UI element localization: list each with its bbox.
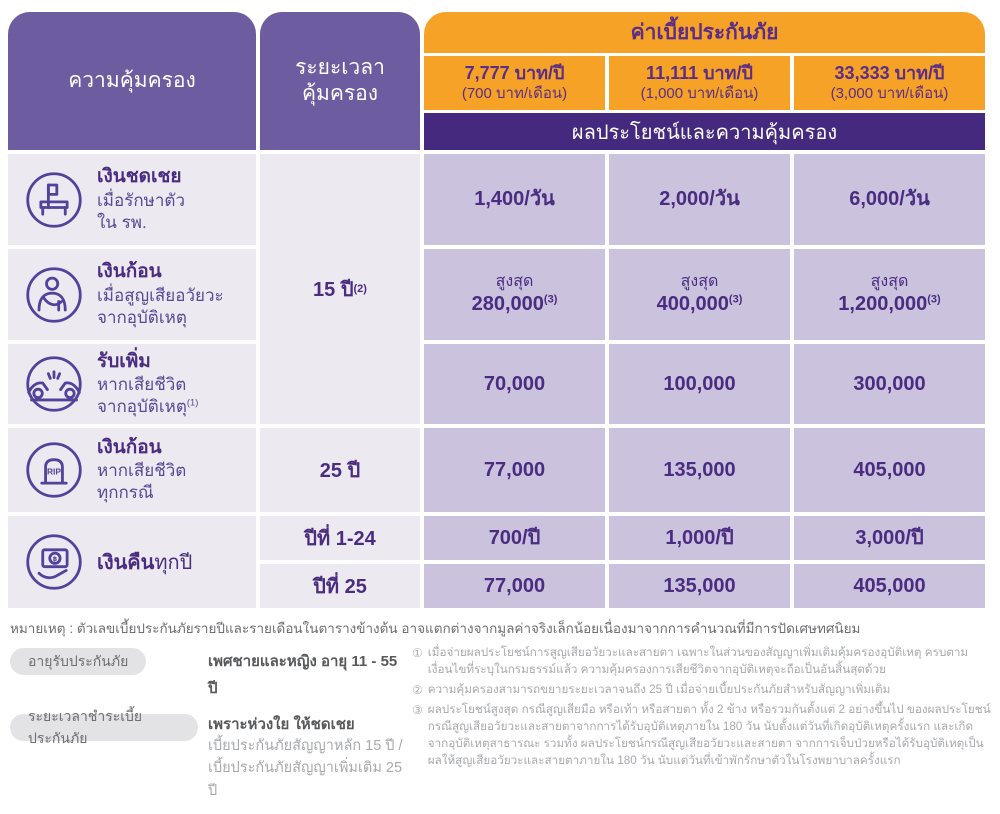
row3-line1: หากเสียชีวิต — [97, 375, 187, 395]
insurable-age-row: อายุรับประกันภัย เพศชายและหญิง อายุ 11 -… — [10, 648, 408, 702]
premium-period-badge: ระยะเวลาชำระเบี้ยประกันภัย — [10, 708, 198, 746]
footnotes: ① เมื่อจ่ายผลประโยชน์การสูญเสียอวัยวะและ… — [412, 645, 992, 773]
value-dismemberment-plan2: สูงสุด 400,000(3) — [609, 249, 790, 340]
row2-title: เงินก้อน — [97, 261, 162, 283]
footnote-3-text: ผลประโยชน์สูงสุด กรณีสูญเสียมือ หรือเท้า… — [427, 703, 991, 768]
car-accident-icon — [24, 354, 84, 414]
premium-title: ค่าเบี้ยประกันภัย — [424, 12, 985, 53]
footnote-2-text: ความคุ้มครองสามารถขยายระยะเวลาจนถึง 25 ป… — [427, 682, 891, 696]
value-dismemberment-plan3: สูงสุด 1,200,000(3) — [794, 249, 985, 340]
period-column-header: ระยะเวลา คุ้มครอง — [260, 12, 420, 150]
value-accident-plan2: 100,000 — [609, 344, 790, 424]
value-dismemberment-plan1: สูงสุด 280,000(3) — [424, 249, 605, 340]
row-cashback-label: ฿ เงินคืนทุกปี — [8, 516, 256, 608]
plan-column-2: 11,111 บาท/ปี (1,000 บาท/เดือน) — [609, 56, 790, 110]
premium-period-row: ระยะเวลาชำระเบี้ยประกันภัย เพราะห่วงใย ใ… — [10, 708, 408, 802]
insurable-age-badge: อายุรับประกันภัย — [10, 648, 147, 675]
footnote-3: ③ ผลประโยชน์สูงสุด กรณีสูญเสียมือ หรือเท… — [412, 702, 992, 770]
value-cashback-1-24-plan3: 3,000/ปี — [794, 516, 985, 560]
row-accident-death-label: รับเพิ่ม หากเสียชีวิต จากอุบัติเหตุ(1) — [8, 344, 256, 424]
row1-line2: ใน รพ. — [97, 212, 147, 232]
coverage-column-header: ความคุ้มครอง — [8, 12, 256, 150]
footnote-3-marker: ③ — [412, 703, 423, 718]
plan-column-1: 7,777 บาท/ปี (700 บาท/เดือน) — [424, 56, 605, 110]
injured-person-icon — [24, 265, 84, 325]
value-hospital-plan2: 2,000/วัน — [609, 154, 790, 245]
value-death-plan2: 135,000 — [609, 428, 790, 512]
value-cashback-1-24-plan2: 1,000/ปี — [609, 516, 790, 560]
footnote-ref-3: (3) — [728, 293, 743, 306]
row4-line2: ทุกกรณี — [97, 483, 154, 503]
premium-period-headline: เพราะห่วงใย ให้ชดเชย — [208, 716, 355, 733]
footnote-2-marker: ② — [412, 682, 423, 697]
plan2-monthly: (1,000 บาท/เดือน) — [640, 84, 759, 102]
value-accident-plan1: 70,000 — [424, 344, 605, 424]
footnote-1-marker: ① — [412, 646, 423, 660]
row1-title: เงินชดเชย — [97, 166, 182, 188]
row4-line1: หากเสียชีวิต — [97, 461, 187, 481]
row4-title: เงินก้อน — [97, 436, 162, 458]
plan2-yearly: 11,111 บาท/ปี — [646, 63, 753, 84]
premium-plans: 7,777 บาท/ปี (700 บาท/เดือน) 11,111 บาท/… — [424, 56, 985, 110]
row2-line2: จากอุบัติเหตุ — [97, 307, 187, 327]
period-footnote-ref: (2) — [353, 283, 367, 295]
plan3-monthly: (3,000 บาท/เดือน) — [830, 84, 949, 102]
footnote-1: ① เมื่อจ่ายผลประโยชน์การสูญเสียอวัยวะและ… — [412, 645, 992, 679]
hospital-bed-icon — [24, 170, 84, 230]
value-cashback-25-plan2: 135,000 — [609, 564, 790, 608]
value-cashback-1-24-plan1: 700/ปี — [424, 516, 605, 560]
value-accident-plan3: 300,000 — [794, 344, 985, 424]
baht-symbol: ฿ — [53, 555, 58, 563]
rip-tombstone-icon: RIP — [24, 440, 84, 500]
insurable-age-value: เพศชายและหญิง อายุ 11 - 55 ปี — [208, 653, 398, 697]
premium-period-line2: เบี้ยประกันภัยสัญญาเพิ่มเติม 25 ปี — [208, 760, 403, 799]
policy-info: อายุรับประกันภัย เพศชายและหญิง อายุ 11 -… — [10, 648, 408, 814]
benefits-band: ผลประโยชน์และความคุ้มครอง — [424, 113, 985, 150]
row-dismemberment-label: เงินก้อน เมื่อสูญเสียอวัยวะ จากอุบัติเหต… — [8, 249, 256, 340]
row5-title-suffix: ทุกปี — [154, 552, 193, 574]
cashback-icon: ฿ — [24, 532, 84, 592]
row2-line1: เมื่อสูญเสียอวัยวะ — [97, 285, 224, 305]
rounding-note: หมายเหตุ : ตัวเลขเบี้ยประกันภัยรายปีและร… — [10, 621, 861, 636]
plan1-yearly: 7,777 บาท/ปี — [464, 63, 565, 84]
coverage-header-label: ความคุ้มครอง — [68, 68, 196, 92]
value-hospital-plan3: 6,000/วัน — [794, 154, 985, 245]
value-death-plan1: 77,000 — [424, 428, 605, 512]
benefit-comparison-table: ความคุ้มครอง ระยะเวลา คุ้มครอง ค่าเบี้ยป… — [8, 12, 985, 608]
rip-text: RIP — [47, 467, 61, 477]
footnote-ref-3: (3) — [543, 293, 558, 306]
period-main-contract: 15 ปี (2) — [260, 154, 420, 424]
period-header-line1: ระยะเวลา — [295, 55, 385, 79]
footnote-1-text: เมื่อจ่ายผลประโยชน์การสูญเสียอวัยวะและสา… — [427, 646, 969, 676]
row-hospital-cash-label: เงินชดเชย เมื่อรักษาตัว ใน รพ. — [8, 154, 256, 245]
plan-column-3: 33,333 บาท/ปี (3,000 บาท/เดือน) — [794, 56, 985, 110]
row3-line2: จากอุบัติเหตุ(1) — [97, 397, 199, 417]
period-header-line2: คุ้มครอง — [301, 82, 379, 105]
row-death-any-cause-label: RIP เงินก้อน หากเสียชีวิต ทุกกรณี — [8, 428, 256, 512]
period-years-1-24: ปีที่ 1-24 — [260, 516, 420, 560]
value-hospital-plan1: 1,400/วัน — [424, 154, 605, 245]
premium-period-line1: เบี้ยประกันภัยสัญญาหลัก 15 ปี / — [208, 738, 403, 754]
footnote-2: ② ความคุ้มครองสามารถขยายระยะเวลาจนถึง 25… — [412, 682, 992, 699]
value-cashback-25-plan3: 405,000 — [794, 564, 985, 608]
period-year-25: ปีที่ 25 — [260, 564, 420, 608]
value-cashback-25-plan1: 77,000 — [424, 564, 605, 608]
row5-title: เงินคืน — [97, 552, 155, 574]
plan3-yearly: 33,333 บาท/ปี — [834, 63, 945, 84]
value-death-plan3: 405,000 — [794, 428, 985, 512]
row3-title: รับเพิ่ม — [97, 350, 151, 372]
row1-line1: เมื่อรักษาตัว — [97, 190, 185, 210]
footnote-ref-1: (1) — [186, 397, 199, 408]
premium-header-block: ค่าเบี้ยประกันภัย 7,777 บาท/ปี (700 บาท/… — [424, 12, 985, 150]
period-whole-contract: 25 ปี — [260, 428, 420, 512]
plan1-monthly: (700 บาท/เดือน) — [461, 84, 568, 102]
footnote-ref-3: (3) — [927, 293, 941, 306]
